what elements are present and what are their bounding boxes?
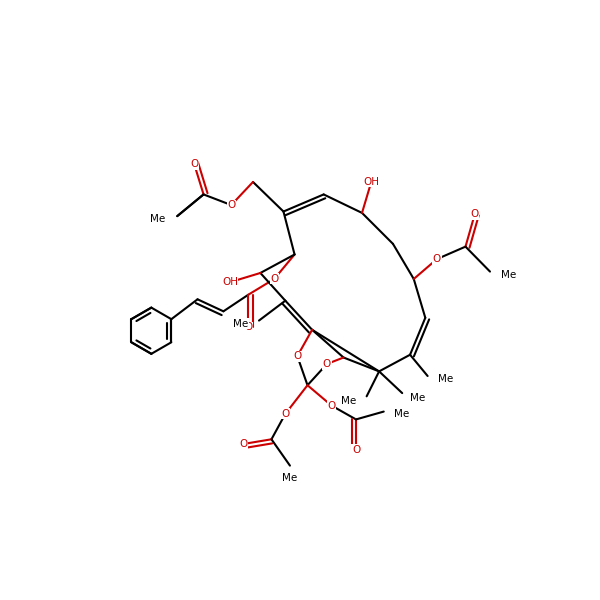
Text: OH: OH <box>222 277 238 287</box>
Text: Me: Me <box>438 374 453 384</box>
Text: OH: OH <box>363 177 379 187</box>
Text: Me: Me <box>341 396 356 406</box>
Text: O: O <box>281 409 289 419</box>
Text: O: O <box>270 274 278 284</box>
Text: O: O <box>470 209 479 219</box>
Text: Me: Me <box>283 473 298 482</box>
Text: O: O <box>352 445 360 455</box>
Text: O: O <box>433 254 441 264</box>
Text: O: O <box>244 322 253 332</box>
Text: Me: Me <box>394 409 410 419</box>
Text: O: O <box>293 351 301 361</box>
Text: O: O <box>190 160 199 169</box>
Text: Me: Me <box>150 216 165 226</box>
Text: O: O <box>328 401 335 410</box>
Text: O: O <box>239 439 248 449</box>
Text: O: O <box>323 359 331 369</box>
Text: Me: Me <box>150 214 165 224</box>
Text: Me: Me <box>500 270 516 280</box>
Text: Me: Me <box>410 393 425 403</box>
Text: O: O <box>227 200 235 210</box>
Text: Me: Me <box>233 319 248 329</box>
